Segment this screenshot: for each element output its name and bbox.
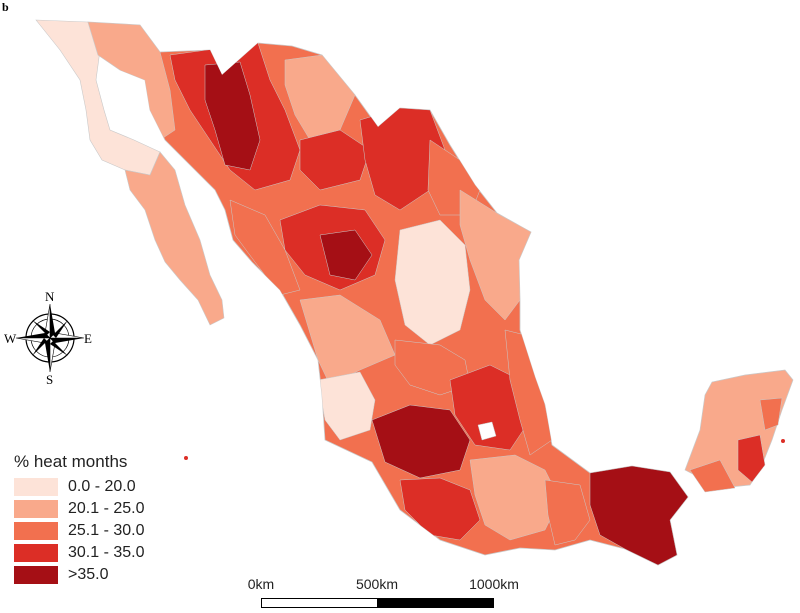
region-sonora-hot <box>204 61 261 171</box>
mainland-regions <box>88 22 688 565</box>
legend-label: 0.0 - 20.0 <box>68 477 136 495</box>
legend-swatch <box>14 543 58 562</box>
scale-label-500: 500km <box>355 576 399 592</box>
baja-south <box>124 151 225 326</box>
campeche-south <box>689 459 736 493</box>
legend-item: 30.1 - 35.0 <box>14 542 145 563</box>
island-revillagigedo <box>184 456 188 460</box>
region-nayarit-jalisco <box>299 294 396 386</box>
legend-swatch <box>14 499 58 518</box>
legend-item: >35.0 <box>14 564 145 585</box>
legend-item: 0.0 - 20.0 <box>14 476 145 497</box>
baja-california <box>35 19 225 326</box>
legend-swatch <box>14 477 58 496</box>
legend-label: 25.1 - 30.0 <box>68 521 145 539</box>
region-michoacan-guerrero <box>371 404 471 479</box>
region-tamaulipas <box>459 189 532 321</box>
yucatan-coast-hot <box>759 397 783 431</box>
region-oaxaca-east <box>544 479 591 546</box>
legend-label: 20.1 - 25.0 <box>68 499 145 517</box>
legend-swatch <box>14 565 58 584</box>
compass-east: E <box>84 331 92 346</box>
region-oaxaca <box>469 454 561 541</box>
compass-south: S <box>46 372 53 387</box>
scale-segment-white <box>261 598 378 608</box>
legend-item: 20.1 - 25.0 <box>14 498 145 519</box>
scale-segment-black <box>377 598 494 608</box>
scale-bar: 0km 500km 1000km <box>246 576 519 612</box>
region-durango-hot <box>319 229 373 281</box>
region-tabasco-chiapas <box>589 465 688 565</box>
legend-title: % heat months <box>14 452 128 471</box>
region-chihuahua-hot <box>299 129 371 191</box>
scale-label-0: 0km <box>247 576 275 592</box>
region-central-highlands <box>449 364 531 451</box>
compass-rose: N S E W <box>4 289 92 387</box>
region-jalisco-coast <box>317 371 376 441</box>
legend-label: 30.1 - 35.0 <box>68 543 145 561</box>
legend-label: >35.0 <box>68 565 109 583</box>
island-cozumel <box>781 439 785 443</box>
legend-swatch <box>14 521 58 540</box>
region-zacatecas <box>394 219 471 346</box>
panel-letter: b <box>2 0 9 14</box>
legend-item: 25.1 - 30.0 <box>14 520 145 541</box>
compass-west: W <box>4 331 17 346</box>
legend: % heat months 0.0 - 20.0 20.1 - 25.0 25.… <box>14 452 145 586</box>
region-mexico-city <box>477 421 497 441</box>
compass-north: N <box>45 289 55 304</box>
region-sinaloa <box>229 199 301 296</box>
yucatan-peninsula <box>684 369 794 493</box>
region-guerrero-coast <box>399 477 481 541</box>
yucatan-east-hot <box>737 434 766 483</box>
scale-label-1000: 1000km <box>469 576 519 592</box>
